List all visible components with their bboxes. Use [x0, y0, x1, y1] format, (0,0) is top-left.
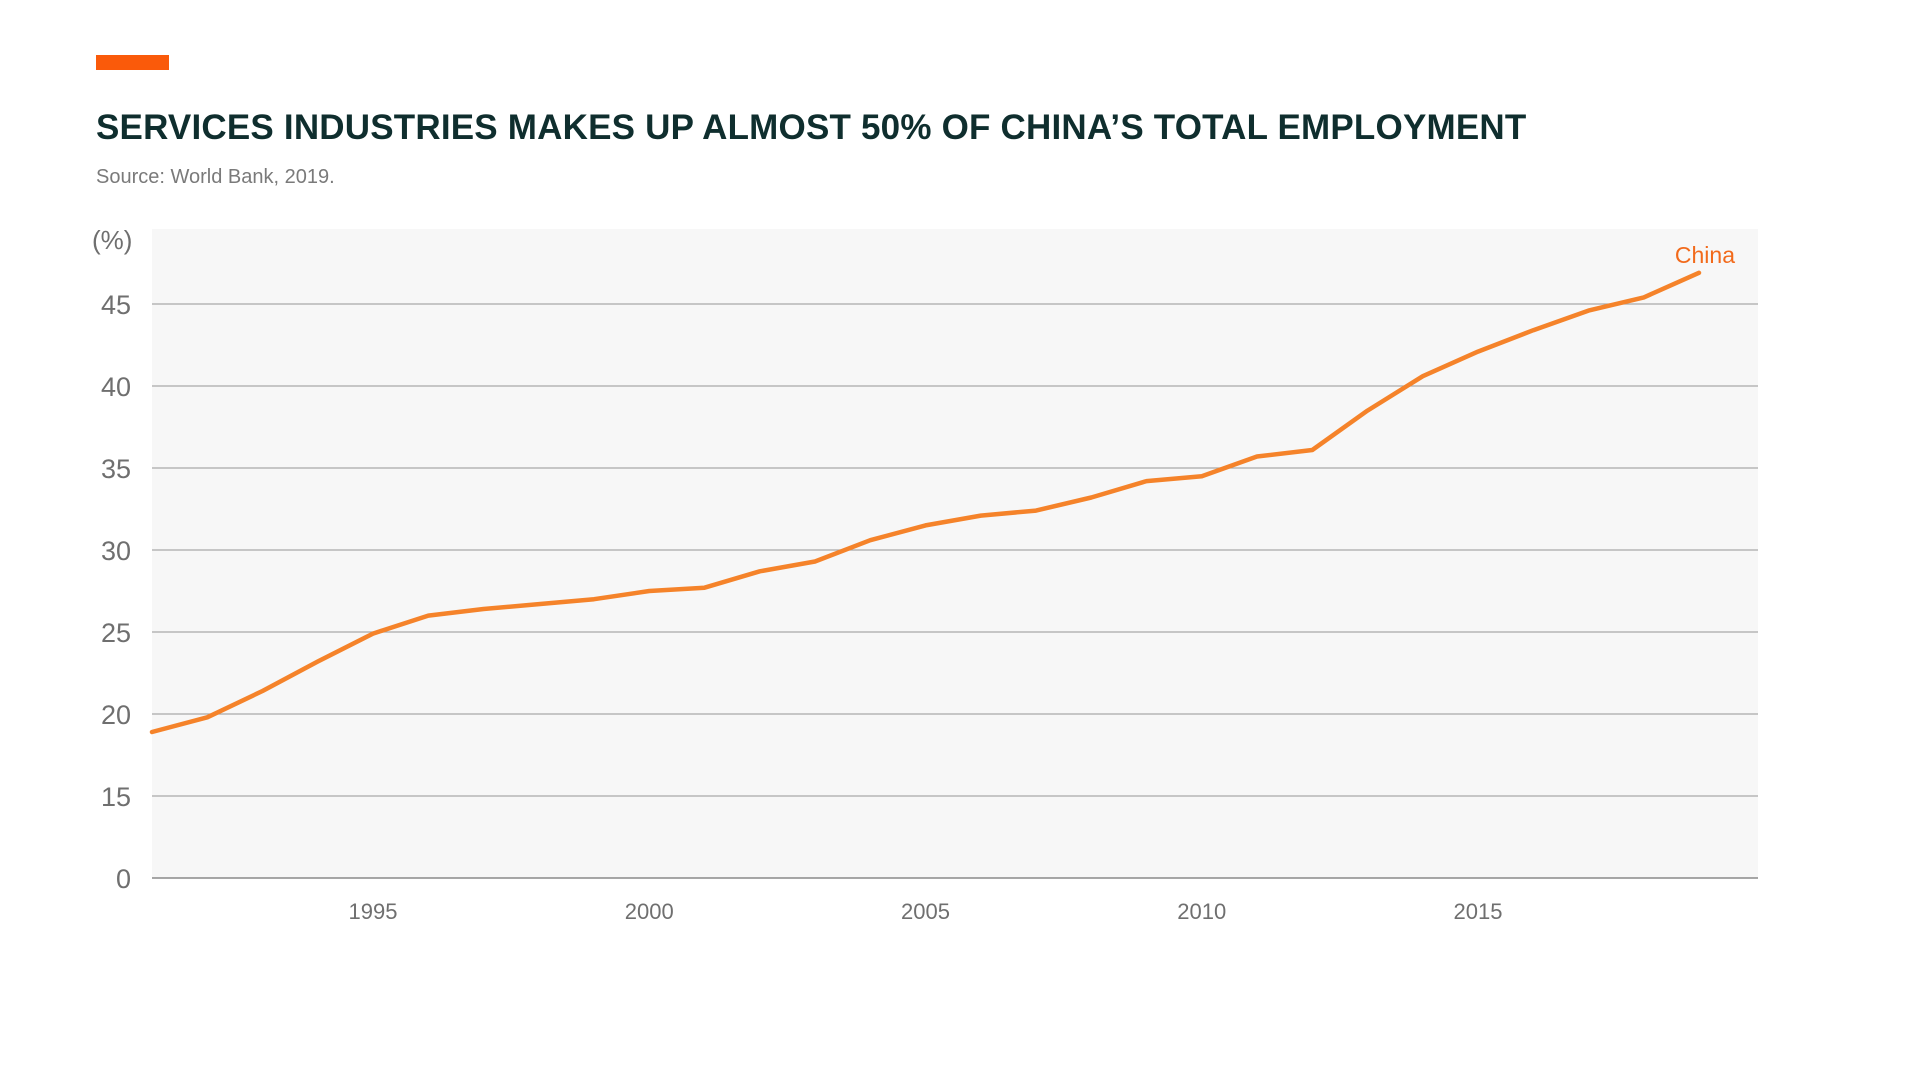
y-tick-label: 40	[101, 372, 131, 402]
x-tick-label: 2015	[1454, 899, 1503, 924]
gridlines	[152, 303, 1758, 879]
series-label-china: China	[1675, 242, 1735, 268]
x-tick-label: 2010	[1177, 899, 1226, 924]
plot-background	[152, 229, 1758, 878]
x-tick-label: 2000	[625, 899, 674, 924]
series-line-china	[149, 270, 1702, 735]
x-axis: 1995 2000 2005 2010 2015	[349, 899, 1503, 924]
accent-bar	[96, 55, 169, 70]
x-tick-label: 1995	[349, 899, 398, 924]
x-tick-label: 2005	[901, 899, 950, 924]
y-tick-label: 35	[101, 454, 131, 484]
y-tick-label: 0	[116, 864, 131, 894]
y-axis: 0 15 20 25 30 35 40 45	[101, 290, 131, 894]
y-tick-label: 45	[101, 290, 131, 320]
y-tick-label: 15	[101, 782, 131, 812]
y-tick-label: 25	[101, 618, 131, 648]
chart-source: Source: World Bank, 2019.	[96, 166, 335, 188]
y-tick-label: 30	[101, 536, 131, 566]
y-tick-label: 20	[101, 700, 131, 730]
chart-title: SERVICES INDUSTRIES MAKES UP ALMOST 50% …	[96, 108, 1527, 147]
y-axis-unit: (%)	[92, 225, 132, 255]
